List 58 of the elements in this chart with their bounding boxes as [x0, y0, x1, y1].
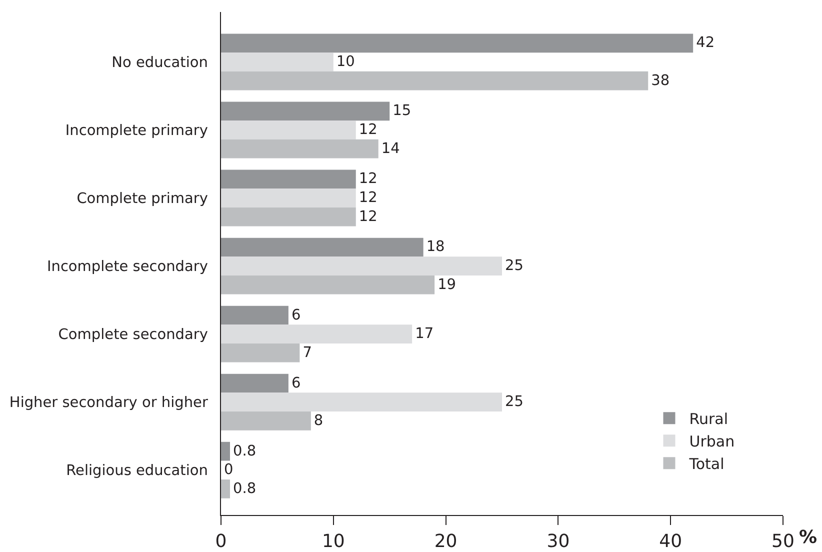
- data-label: 0: [224, 462, 234, 478]
- y-tick-label: No education: [112, 55, 208, 72]
- bar: [221, 480, 230, 498]
- data-label: 0.8: [232, 480, 256, 497]
- bar: [221, 102, 390, 121]
- bar: [221, 188, 356, 208]
- y-tick-label: Incomplete secondary: [46, 259, 208, 276]
- legend-label: Urban: [689, 432, 735, 450]
- bar: [221, 170, 356, 189]
- data-label: 15: [392, 103, 412, 120]
- data-label: 14: [381, 140, 400, 157]
- data-label: 12: [358, 208, 378, 225]
- bar: [221, 207, 356, 226]
- data-label: 12: [358, 171, 378, 188]
- data-label: 12: [358, 122, 378, 138]
- bar: [221, 120, 356, 140]
- bar: [221, 412, 311, 430]
- data-label: 8: [314, 412, 324, 429]
- data-label: 6: [291, 375, 301, 392]
- bar: [221, 275, 435, 294]
- y-tick-label: Complete primary: [76, 191, 208, 208]
- legend-label: Total: [688, 454, 724, 473]
- bar: [221, 238, 424, 257]
- bar: [221, 306, 288, 325]
- x-tick-label: 10: [322, 530, 345, 552]
- data-label: 25: [505, 258, 524, 274]
- bar: [221, 324, 412, 344]
- x-tick-label: 50: [772, 530, 794, 552]
- bar: [221, 52, 334, 72]
- bar: [221, 34, 694, 53]
- bar: [221, 442, 230, 461]
- x-tick-label: 0: [215, 530, 227, 552]
- data-label: 12: [358, 190, 378, 206]
- bar: [221, 139, 378, 158]
- data-label: 42: [696, 35, 715, 52]
- y-tick-label: Incomplete primary: [65, 123, 208, 140]
- data-label: 38: [651, 72, 670, 89]
- legend-label: Rural: [689, 410, 728, 428]
- x-axis-title: %: [799, 527, 818, 548]
- data-label: 25: [505, 394, 524, 410]
- bar: [221, 374, 288, 393]
- data-label: 10: [336, 54, 355, 70]
- data-label: 19: [438, 276, 456, 293]
- x-tick-label: 40: [659, 530, 682, 552]
- bar: [221, 256, 502, 276]
- bar: [221, 343, 300, 362]
- data-label: 7: [302, 344, 312, 361]
- x-tick-label: 20: [434, 530, 458, 552]
- y-tick-label: Higher secondary or higher: [9, 395, 208, 412]
- bar: [221, 71, 648, 90]
- bar: [221, 392, 502, 412]
- x-tick-label: 30: [546, 530, 570, 552]
- data-label: 18: [426, 239, 445, 256]
- data-label: 17: [415, 326, 434, 342]
- data-label: 0.8: [232, 443, 256, 460]
- y-tick-label: Religious education: [66, 463, 208, 480]
- y-tick-label: Complete secondary: [58, 327, 208, 344]
- data-label: 6: [291, 307, 301, 324]
